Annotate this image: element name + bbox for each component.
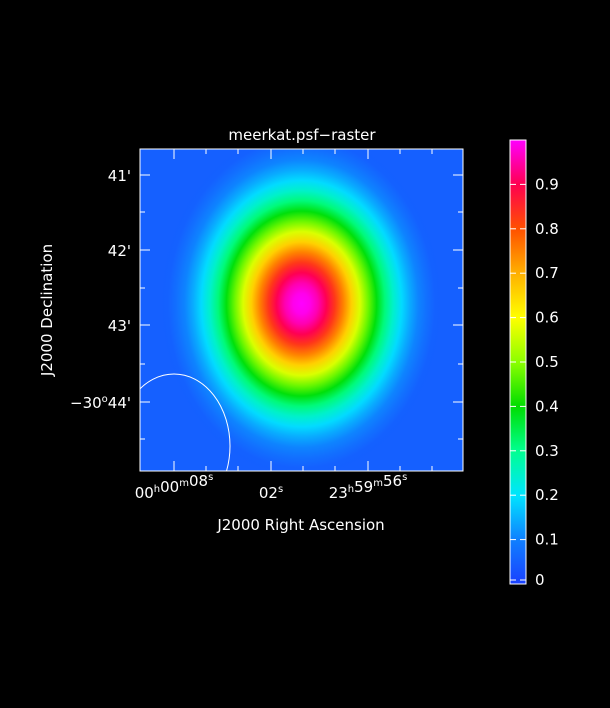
x-tick-label: 23h59m56s [329, 472, 408, 502]
plot-title: meerkat.psf−raster [228, 126, 376, 144]
y-axis-label: J2000 Declination [38, 244, 56, 377]
colorbar-tick-label: 0.9 [535, 175, 559, 193]
x-axis-label: J2000 Right Ascension [216, 516, 384, 534]
y-tick-label: −30o44' [70, 394, 131, 412]
plot-frame [139, 148, 464, 472]
colorbar-tick-label: 0.3 [535, 442, 559, 460]
colorbar-tick-label: 0.2 [535, 486, 559, 504]
colorbar-tick-label: 0.4 [535, 397, 559, 415]
psf-raster-image [140, 149, 463, 471]
colorbar-tick-label: 0.6 [535, 309, 559, 327]
y-axis-tick-labels: 41' 42' 43' −30o44' [70, 167, 131, 412]
axis-ticks [140, 149, 463, 471]
colorbar-tick-label: 0.1 [535, 531, 559, 549]
psf-raster-plot [139, 148, 464, 472]
y-tick-label: 42' [108, 242, 131, 260]
colorbar-tick-label: 0 [535, 571, 545, 589]
colorbar-ticks [510, 183, 526, 581]
y-tick-label: 43' [108, 317, 131, 335]
colorbar-tick-label: 0.5 [535, 353, 559, 371]
x-tick-label: 02s [259, 484, 283, 502]
x-axis-tick-labels: 00h00m08s 02s 23h59m56s [135, 472, 408, 502]
colorbar: 0 0.1 0.2 0.3 0.4 0.5 0.6 0.7 0.8 0.9 [509, 139, 559, 589]
colorbar-tick-label: 0.8 [535, 220, 559, 238]
beam-ellipse [140, 373, 231, 471]
colorbar-tick-label: 0.7 [535, 264, 559, 282]
x-tick-label: 00h00m08s [135, 472, 214, 502]
y-tick-label: 41' [108, 167, 131, 185]
colorbar-tick-labels: 0 0.1 0.2 0.3 0.4 0.5 0.6 0.7 0.8 0.9 [535, 175, 559, 589]
